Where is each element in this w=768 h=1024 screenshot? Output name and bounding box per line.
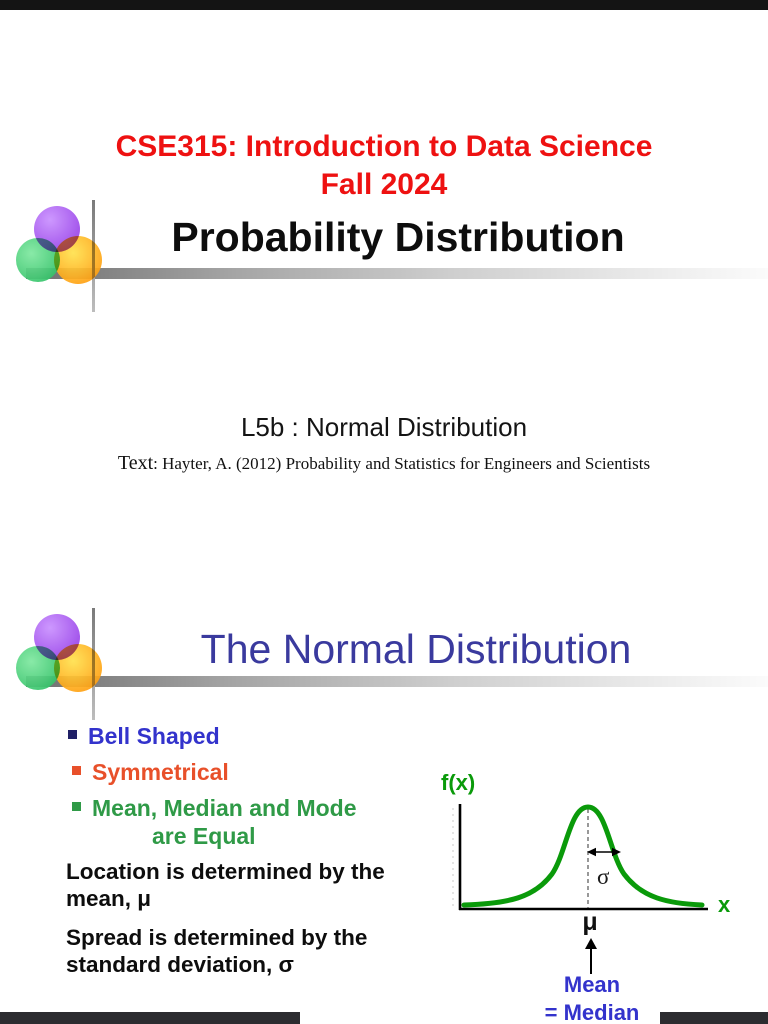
course-title: CSE315: Introduction to Data Science: [115, 130, 653, 163]
divider-beam: [26, 268, 768, 279]
bullet-bell-shaped: Bell Shaped: [88, 723, 220, 749]
slide2-title: The Normal Distribution: [200, 626, 632, 672]
logo-circle-orange-icon: [54, 236, 102, 284]
sigma-label: σ: [597, 864, 610, 889]
slide1-title: Probability Distribution: [171, 214, 625, 260]
mean-pointer-arrow: [585, 938, 597, 974]
bell-curve: [461, 804, 705, 908]
bullet-square-icon: [72, 802, 81, 811]
deck-logo: [16, 200, 120, 312]
viewer-top-bar: [0, 0, 768, 10]
reference-line: Text: Hayter, A. (2012) Probability and …: [0, 452, 768, 475]
course-term: Fall 2024: [320, 168, 448, 201]
location-line2: mean, μ: [66, 886, 152, 911]
median-label: = Median: [544, 1000, 640, 1024]
deck-logo-2: [16, 608, 120, 720]
reference-text: : Hayter, A. (2012) Probability and Stat…: [153, 454, 651, 473]
bullet-mean-median-mode-line2: are Equal: [152, 823, 256, 849]
location-paragraph: Location is determined by the mean, μ: [66, 858, 385, 912]
viewer-bottom-bar-left: [0, 1012, 300, 1024]
reference-lead: Text: [117, 452, 154, 474]
mu-label: μ: [582, 908, 598, 936]
logo-circle-green-icon: [16, 646, 60, 690]
lecture-title: L5b : Normal Distribution: [240, 412, 528, 442]
bullet-square-icon: [68, 730, 77, 739]
mean-label: Mean: [563, 972, 621, 997]
viewer-bottom-bar-right: [660, 1012, 768, 1024]
logo-circle-orange-icon: [54, 644, 102, 692]
spread-paragraph: Spread is determined by the standard dev…: [66, 924, 367, 978]
divider-beam-2: [26, 676, 768, 687]
bullet-mean-median-mode: Mean, Median and Mode: [92, 795, 357, 821]
fx-label: f(x): [441, 770, 476, 795]
location-line1: Location is determined by the: [66, 859, 385, 884]
bullet-symmetrical: Symmetrical: [92, 759, 229, 785]
bullet-square-icon: [72, 766, 81, 775]
normal-curve-figure: σ: [452, 804, 708, 911]
spread-line1: Spread is determined by the: [66, 925, 368, 950]
x-axis-label: x: [718, 892, 731, 917]
sigma-arrow: [587, 847, 621, 857]
logo-circle-green-icon: [16, 238, 60, 282]
spread-line2: standard deviation, σ: [66, 952, 294, 977]
